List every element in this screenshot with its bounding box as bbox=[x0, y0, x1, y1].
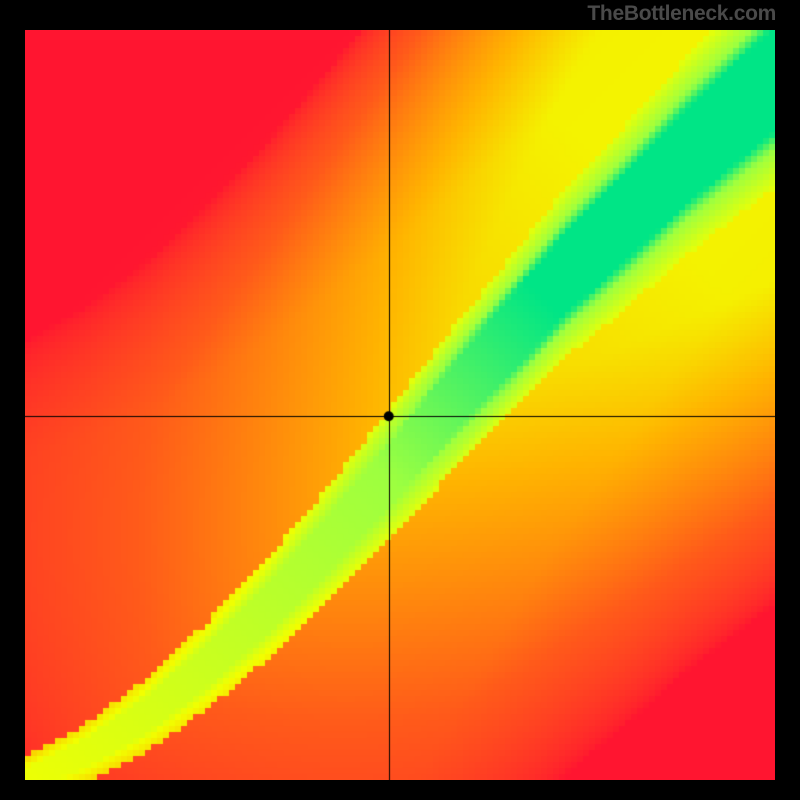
bottleneck-heatmap bbox=[25, 30, 775, 780]
watermark-text: TheBottleneck.com bbox=[587, 2, 776, 26]
